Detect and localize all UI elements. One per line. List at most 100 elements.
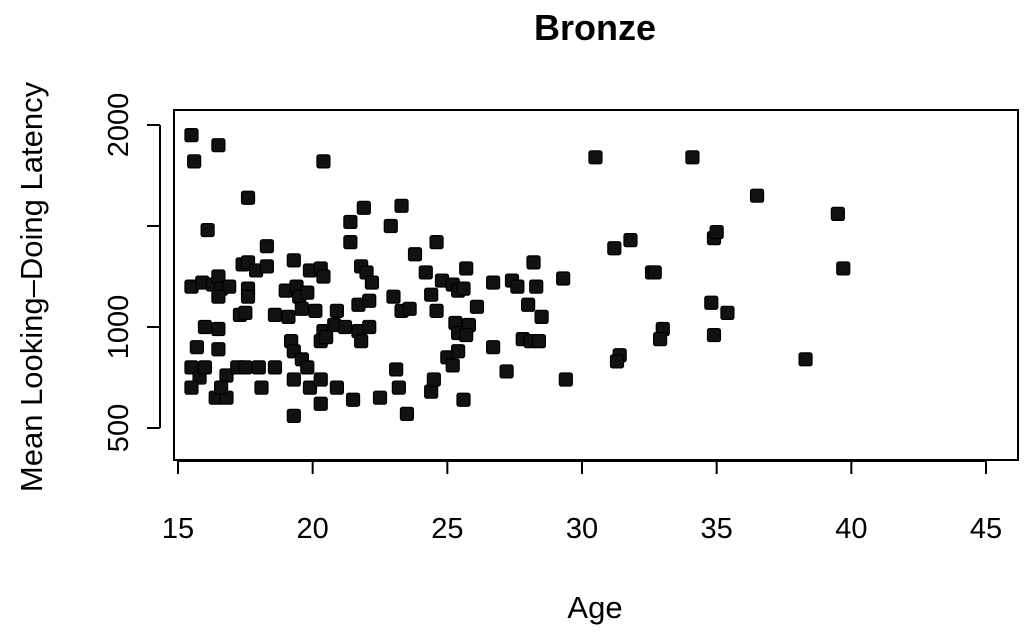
data-point bbox=[213, 380, 229, 395]
data-point bbox=[329, 303, 345, 318]
data-point bbox=[343, 214, 358, 230]
data-point bbox=[429, 235, 444, 250]
data-point bbox=[354, 334, 369, 349]
x-tick-label: 45 bbox=[970, 513, 1002, 545]
data-point bbox=[313, 372, 328, 387]
data-point bbox=[451, 344, 466, 359]
data-point bbox=[383, 218, 398, 234]
data-point bbox=[830, 206, 845, 221]
data-point bbox=[211, 342, 226, 357]
y-axis: 500 1000 2000 bbox=[103, 93, 161, 452]
data-point bbox=[345, 392, 361, 407]
data-point bbox=[281, 309, 296, 324]
data-point bbox=[197, 319, 213, 335]
data-point bbox=[267, 307, 283, 322]
data-point bbox=[187, 154, 202, 169]
data-point bbox=[389, 362, 404, 377]
data-point bbox=[362, 293, 377, 308]
data-point bbox=[836, 261, 851, 276]
data-point bbox=[240, 289, 256, 304]
data-point bbox=[313, 396, 328, 411]
data-point bbox=[267, 360, 283, 375]
data-points bbox=[184, 128, 851, 423]
data-point bbox=[402, 301, 417, 316]
x-axis: 15 20 25 30 35 40 45 bbox=[162, 460, 1002, 545]
x-tick-label: 25 bbox=[431, 513, 463, 545]
data-point bbox=[391, 380, 406, 395]
data-point bbox=[510, 279, 525, 294]
data-point bbox=[445, 358, 460, 373]
data-point bbox=[364, 275, 380, 290]
data-point bbox=[254, 380, 269, 395]
data-point bbox=[486, 275, 501, 290]
data-point bbox=[308, 303, 323, 318]
data-point bbox=[459, 261, 474, 276]
data-point bbox=[362, 319, 377, 335]
y-axis-label: Mean Looking–Doing Latency bbox=[14, 81, 49, 492]
x-tick-label: 20 bbox=[297, 513, 329, 545]
data-point bbox=[798, 352, 813, 367]
chart-title: Bronze bbox=[534, 7, 656, 48]
data-point bbox=[294, 301, 309, 316]
data-point bbox=[623, 233, 638, 248]
data-point bbox=[319, 330, 334, 345]
data-point bbox=[211, 321, 226, 337]
data-point bbox=[222, 279, 237, 294]
data-point bbox=[647, 265, 662, 280]
data-point bbox=[343, 235, 358, 250]
data-point bbox=[240, 190, 256, 205]
data-point bbox=[426, 372, 441, 387]
x-tick-label: 40 bbox=[835, 513, 867, 545]
data-point bbox=[709, 224, 724, 240]
data-point bbox=[424, 287, 439, 302]
data-point bbox=[386, 289, 401, 304]
data-point bbox=[238, 305, 253, 320]
data-point bbox=[337, 319, 353, 335]
data-point bbox=[418, 265, 433, 280]
data-point bbox=[316, 154, 331, 169]
data-point bbox=[184, 380, 199, 395]
data-point bbox=[429, 303, 444, 318]
data-point bbox=[211, 138, 226, 153]
data-point bbox=[531, 334, 547, 349]
data-point bbox=[184, 128, 199, 143]
data-point bbox=[529, 279, 544, 294]
data-point bbox=[251, 360, 266, 375]
data-point bbox=[609, 354, 625, 369]
data-point bbox=[456, 281, 471, 296]
data-point bbox=[286, 372, 301, 387]
data-point bbox=[300, 360, 315, 375]
data-point bbox=[286, 408, 301, 423]
data-point bbox=[394, 198, 409, 213]
x-tick-label: 30 bbox=[566, 513, 598, 545]
x-axis-label: Age bbox=[567, 590, 622, 625]
data-point bbox=[720, 305, 735, 320]
data-point bbox=[189, 340, 204, 355]
data-point bbox=[607, 241, 622, 256]
data-point bbox=[704, 295, 719, 310]
data-point bbox=[300, 285, 315, 300]
data-point bbox=[558, 372, 573, 387]
x-tick-label: 15 bbox=[162, 513, 194, 545]
data-point bbox=[556, 271, 571, 286]
data-point bbox=[526, 255, 541, 270]
data-point bbox=[302, 380, 318, 395]
data-point bbox=[424, 384, 439, 399]
data-point bbox=[372, 390, 388, 405]
data-point bbox=[407, 247, 423, 262]
data-point bbox=[259, 259, 274, 274]
data-point bbox=[356, 200, 371, 215]
data-point bbox=[259, 239, 274, 254]
data-point bbox=[749, 188, 765, 203]
data-point bbox=[211, 289, 226, 304]
data-point bbox=[329, 380, 345, 395]
data-point bbox=[521, 297, 536, 312]
y-tick-label: 1000 bbox=[103, 295, 135, 360]
data-point bbox=[706, 327, 722, 343]
data-point bbox=[316, 269, 331, 284]
data-point bbox=[499, 364, 514, 379]
data-point bbox=[238, 360, 253, 375]
data-point bbox=[399, 406, 415, 421]
data-point bbox=[200, 222, 215, 238]
